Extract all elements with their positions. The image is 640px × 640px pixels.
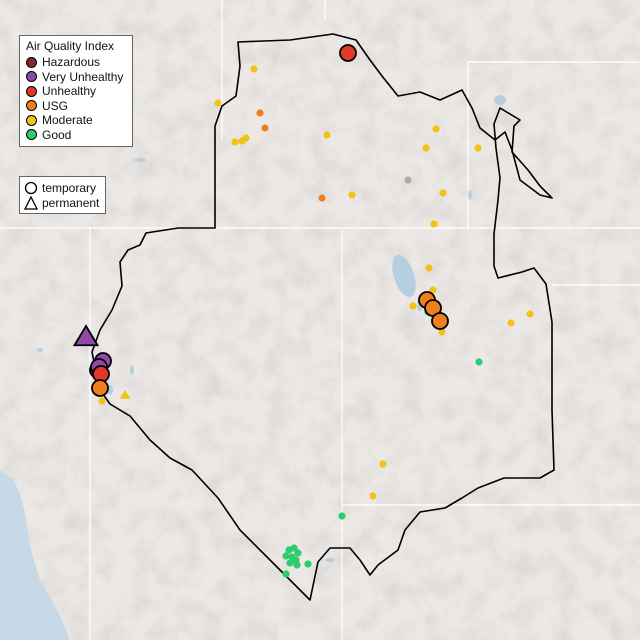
aqi-monitor-temporary bbox=[286, 559, 294, 567]
aqi-monitor-temporary bbox=[282, 570, 290, 578]
aqi-monitor-temporary bbox=[425, 264, 433, 272]
aqi-monitor-temporary bbox=[338, 512, 346, 520]
legend-entry-usg: USG bbox=[26, 99, 126, 114]
aqi-monitor-temporary bbox=[348, 191, 356, 199]
aqi-monitor-temporary bbox=[339, 44, 357, 62]
triangle-icon bbox=[24, 195, 38, 210]
legend-swatch-usg bbox=[26, 100, 37, 112]
aqi-monitor-temporary bbox=[526, 310, 534, 318]
aqi-monitor-permanent bbox=[119, 390, 131, 399]
great-salt-lake bbox=[392, 254, 416, 298]
aqi-monitor-temporary bbox=[422, 144, 430, 152]
yellowstone-lake bbox=[494, 95, 506, 105]
aqi-monitor-temporary bbox=[98, 397, 106, 405]
aqi-monitor-temporary bbox=[431, 312, 449, 330]
aqi-monitor-temporary bbox=[323, 131, 331, 139]
aqi-monitor-temporary bbox=[293, 561, 301, 569]
aqi-monitor-temporary bbox=[379, 460, 387, 468]
aqi-monitor-permanent bbox=[72, 324, 100, 347]
aqi-monitor-temporary bbox=[318, 194, 326, 202]
legend-swatch-hazardous bbox=[26, 56, 37, 68]
pyramid-lake bbox=[130, 365, 134, 375]
aqi-monitor-temporary bbox=[432, 125, 440, 133]
aqi-monitor-temporary bbox=[438, 328, 446, 336]
monitor-type-legend: temporary permanent bbox=[19, 176, 106, 214]
aqi-monitor-temporary bbox=[290, 544, 298, 552]
legend-entry-temporary: temporary bbox=[24, 180, 101, 195]
aqi-monitor-temporary bbox=[282, 552, 290, 560]
aqi-monitor-temporary bbox=[256, 109, 264, 117]
aqi-monitor-temporary bbox=[369, 492, 377, 500]
lake-mead bbox=[325, 558, 335, 562]
aqi-monitor-temporary bbox=[439, 189, 447, 197]
aqi-monitor-temporary bbox=[231, 138, 239, 146]
region-outline bbox=[91, 33, 555, 601]
aqi-markers bbox=[72, 44, 534, 578]
legend-entry-permanent: permanent bbox=[24, 195, 101, 210]
aqi-legend: Air Quality Index Hazardous Very Unhealt… bbox=[19, 35, 133, 147]
legend-entry-very-unhealthy: Very Unhealthy bbox=[26, 70, 126, 85]
aqi-monitor-temporary bbox=[91, 379, 109, 397]
aqi-monitor-temporary bbox=[304, 560, 312, 568]
circle-icon bbox=[24, 181, 38, 194]
aqi-monitor-temporary bbox=[238, 137, 246, 145]
legend-swatch-good bbox=[26, 129, 37, 141]
aqi-monitor-temporary bbox=[430, 220, 438, 228]
legend-entry-hazardous: Hazardous bbox=[26, 55, 126, 70]
legend-entry-moderate: Moderate bbox=[26, 113, 126, 128]
salton-lake bbox=[37, 348, 43, 352]
legend-entry-unhealthy: Unhealthy bbox=[26, 84, 126, 99]
legend-swatch-moderate bbox=[26, 114, 37, 126]
aqi-monitor-temporary bbox=[507, 319, 515, 327]
aqi-monitor-temporary bbox=[409, 302, 417, 310]
pacific-ocean bbox=[0, 470, 70, 640]
aqi-monitor-temporary bbox=[261, 124, 269, 132]
aqi-monitor-temporary bbox=[474, 144, 482, 152]
legend-swatch-unhealthy bbox=[26, 85, 37, 97]
aqi-monitor-temporary bbox=[214, 99, 222, 107]
aqi-monitor-temporary bbox=[475, 358, 483, 366]
aqi-monitor-temporary bbox=[250, 65, 258, 73]
aqi-monitor-no-data bbox=[404, 176, 412, 184]
bear-lake bbox=[468, 190, 472, 200]
legend-title: Air Quality Index bbox=[26, 39, 115, 53]
aqi-monitor-temporary bbox=[294, 549, 302, 557]
reservoir bbox=[134, 158, 146, 162]
legend-entry-good: Good bbox=[26, 128, 126, 143]
legend-swatch-very-unhealthy bbox=[26, 71, 37, 83]
aqi-monitor-temporary bbox=[429, 286, 437, 294]
